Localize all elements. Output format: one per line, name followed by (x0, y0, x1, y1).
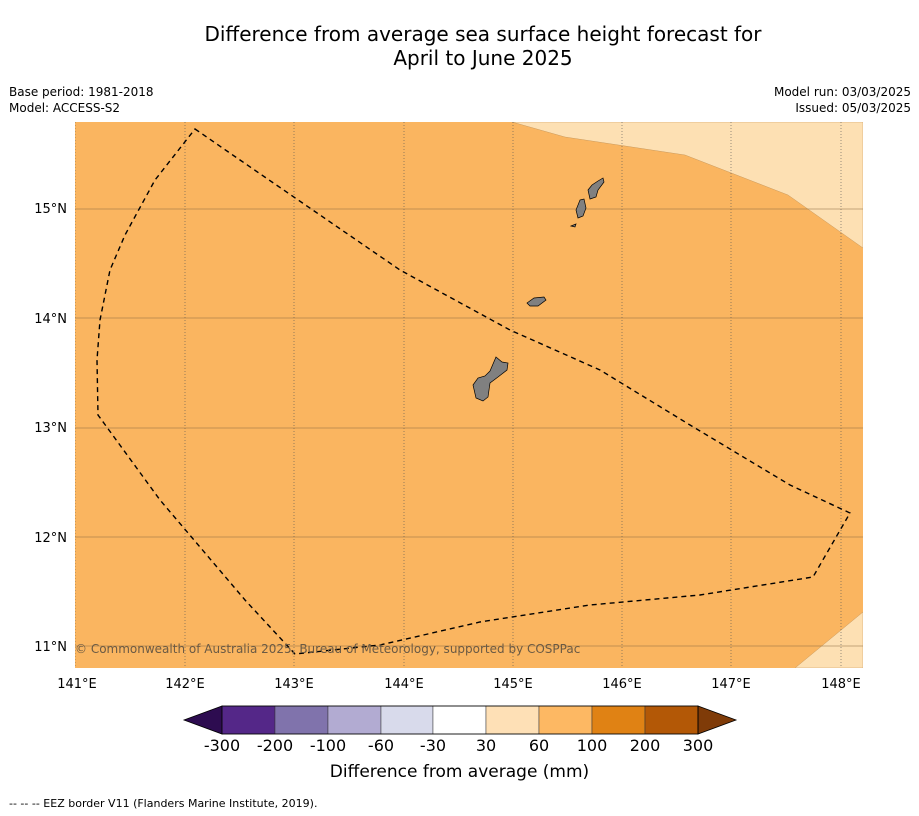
colorbar-segment-1 (274, 705, 329, 735)
map: © Commonwealth of Australia 2025, Bureau… (34, 122, 863, 692)
colorbar-segment-3 (380, 705, 434, 735)
base-period: Base period: 1981-2018 (9, 85, 154, 99)
issued-date: Issued: 05/03/2025 (795, 101, 911, 115)
cb-label-100: 100 (577, 736, 608, 755)
cb-label-minus200: -200 (257, 736, 293, 755)
light-band-northeast (511, 122, 863, 249)
model-name: Model: ACCESS-S2 (9, 101, 121, 115)
colorbar-max-arrow (697, 705, 738, 735)
island-guam (472, 356, 509, 402)
lon-tick-labels: 141°E 142°E 143°E 144°E 145°E 146°E 147°… (57, 677, 861, 692)
colorbar-segment-6 (538, 705, 593, 735)
island-aguijan (569, 223, 577, 228)
colorbar-segment-4 (432, 705, 487, 735)
island-saipan (587, 177, 605, 200)
colorbar-segment-8 (644, 705, 699, 735)
island-tinian (575, 198, 587, 219)
land-masses (472, 177, 605, 402)
lat-tick-labels: 15°N 14°N 13°N 12°N 11°N (34, 202, 67, 655)
lat-label-11n: 11°N (34, 640, 67, 655)
cb-label-minus100: -100 (310, 736, 346, 755)
colorbar-min-arrow (182, 705, 223, 735)
graticule (75, 122, 863, 668)
lon-label-147e: 147°E (711, 677, 751, 692)
island-rota (526, 296, 547, 307)
model-run-date: Model run: 03/03/2025 (773, 85, 911, 99)
lon-label-148e: 148°E (821, 677, 861, 692)
colorbar-segment-5 (485, 705, 540, 735)
copyright-text: © Commonwealth of Australia 2025, Bureau… (75, 642, 580, 656)
chart-title: Difference from average sea surface heig… (0, 22, 919, 70)
lon-label-142e: 142°E (165, 677, 205, 692)
lon-label-145e: 145°E (493, 677, 533, 692)
lon-label-143e: 143°E (274, 677, 314, 692)
colorbar-segment-2 (327, 705, 382, 735)
lon-label-141e: 141°E (57, 677, 97, 692)
anomaly-field (75, 122, 863, 668)
light-band-southeast (794, 611, 863, 668)
colorbar-tick-labels: -300 -200 -100 -60 -30 30 60 100 200 300 (204, 736, 713, 755)
colorbar-segment-0 (221, 705, 276, 735)
cb-label-300: 300 (683, 736, 714, 755)
cb-label-200: 200 (630, 736, 661, 755)
cb-label-30: 30 (476, 736, 496, 755)
colorbar-segments (182, 705, 738, 735)
cb-label-minus60: -60 (368, 736, 394, 755)
lon-label-146e: 146°E (602, 677, 642, 692)
colorbar-outline (221, 705, 699, 735)
cb-label-minus30: -30 (420, 736, 446, 755)
lat-label-14n: 14°N (34, 312, 67, 327)
lon-label-144e: 144°E (384, 677, 424, 692)
eez-border (96, 128, 851, 655)
cb-label-minus300: -300 (204, 736, 240, 755)
lat-label-13n: 13°N (34, 421, 67, 436)
lat-label-15n: 15°N (34, 202, 67, 217)
meta-right: Model run: 03/03/2025 Issued: 05/03/2025 (774, 84, 911, 116)
meta-left: Base period: 1981-2018 Model: ACCESS-S2 (9, 84, 154, 116)
eez-footnote: -- -- -- EEZ border V11 (Flanders Marine… (9, 797, 318, 810)
lat-label-12n: 12°N (34, 531, 67, 546)
colorbar-title: Difference from average (mm) (329, 762, 590, 782)
title-line-2: April to June 2025 (393, 46, 573, 70)
title-line-1: Difference from average sea surface heig… (204, 22, 762, 46)
cb-label-60: 60 (529, 736, 549, 755)
colorbar-segment-7 (591, 705, 646, 735)
